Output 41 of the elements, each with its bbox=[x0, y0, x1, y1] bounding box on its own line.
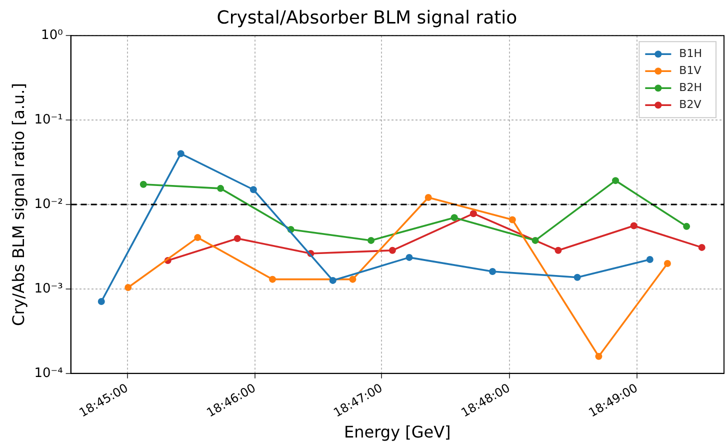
point bbox=[234, 234, 241, 242]
point bbox=[630, 222, 638, 230]
point bbox=[250, 186, 257, 194]
point bbox=[98, 298, 105, 305]
chart-title: Crystal/Absorber BLM signal ratio bbox=[216, 7, 518, 28]
point bbox=[349, 276, 356, 283]
y-axis-title: Cry/Abs BLM signal ratio [a.u.] bbox=[8, 83, 28, 326]
point bbox=[124, 284, 132, 291]
point bbox=[140, 180, 147, 188]
point bbox=[177, 150, 184, 158]
y-tick-label: 10⁻¹ bbox=[34, 112, 63, 128]
point bbox=[489, 268, 496, 275]
point bbox=[470, 210, 477, 218]
point bbox=[646, 256, 654, 264]
point bbox=[698, 244, 706, 251]
point bbox=[368, 236, 375, 244]
x-axis-title: Energy [GeV] bbox=[344, 422, 451, 442]
point bbox=[595, 352, 602, 360]
point bbox=[217, 184, 224, 192]
legend-label: B1H bbox=[679, 46, 702, 60]
legend-label: B2H bbox=[679, 80, 702, 94]
point bbox=[388, 246, 396, 254]
point bbox=[508, 216, 516, 224]
y-tick-label: 10⁻³ bbox=[34, 281, 63, 296]
legend-label: B1V bbox=[679, 64, 702, 77]
point bbox=[194, 234, 202, 242]
y-tick-label: 10⁻⁴ bbox=[34, 366, 63, 381]
point bbox=[612, 177, 620, 184]
legend-label: B2V bbox=[679, 98, 702, 111]
point bbox=[406, 254, 413, 261]
point bbox=[269, 276, 276, 283]
point bbox=[450, 214, 458, 222]
y-tick-label: 10⁻² bbox=[34, 196, 63, 212]
point bbox=[532, 236, 539, 244]
point bbox=[329, 276, 336, 284]
point bbox=[574, 274, 581, 281]
point bbox=[683, 222, 690, 230]
y-tick-label: 10⁰ bbox=[41, 28, 63, 43]
point bbox=[664, 260, 671, 268]
point bbox=[554, 246, 562, 254]
point bbox=[424, 194, 432, 201]
